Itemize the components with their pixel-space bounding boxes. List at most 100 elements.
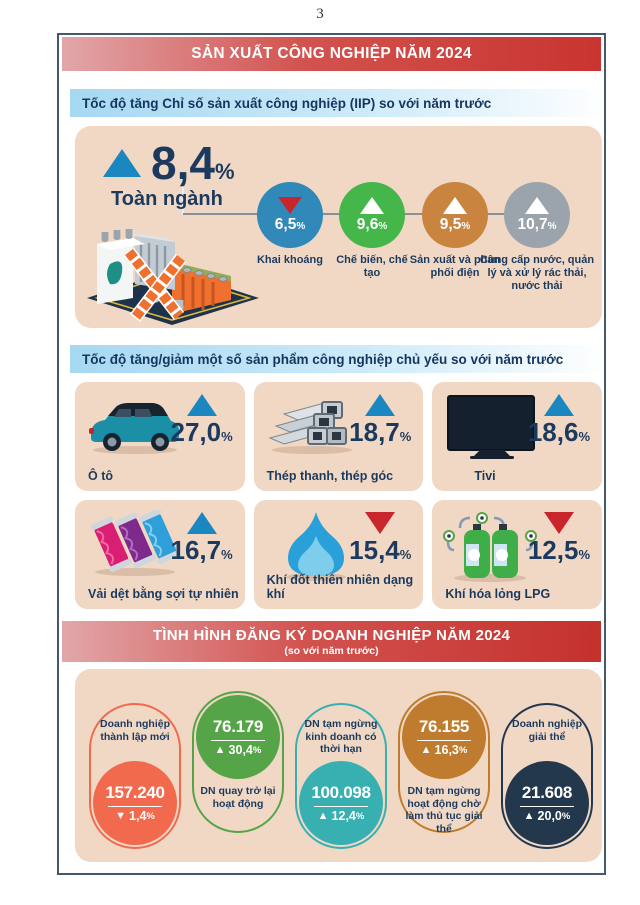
factory-antenna (182, 172, 184, 215)
product-value: 16,7 (170, 535, 222, 565)
product-value: 15,4 (349, 535, 400, 565)
flame-icon (285, 512, 346, 581)
up-arrow-icon (318, 811, 329, 822)
product-label: Tivi (474, 469, 496, 483)
pill-label: DN quay trở lại hoạt động (200, 785, 276, 810)
main-title: SẢN XUẤT CÔNG NGHIỆP NĂM 2024 (191, 45, 472, 62)
pill-change-value: 20,0 (537, 809, 562, 823)
pill-circle: 76.179 30,4% (196, 695, 280, 779)
page-number: 3 (316, 6, 324, 22)
product-value: 27,0 (170, 417, 222, 447)
product-value: 18,7 (349, 417, 400, 447)
up-triangle-icon (443, 196, 467, 214)
divider (314, 806, 368, 807)
business-subtitle: (so với năm trước) (284, 644, 379, 657)
product-card-thep: 18,7% Thép thanh, thép góc (253, 382, 424, 491)
percent-sign: % (214, 159, 235, 184)
pill-suspended-enterprises: DN tạm ngừng kinh doanh có thời hạn 100.… (295, 703, 387, 849)
pill-circle: 157.240 1,4% (93, 761, 177, 845)
up-arrow-icon (524, 811, 535, 822)
pill-value: 157.240 (105, 783, 165, 802)
pill-value: 76.155 (418, 717, 470, 736)
pill-value: 76.179 (212, 717, 264, 736)
sector-value: 9,6 (356, 215, 379, 233)
thread-spools-icon (90, 510, 180, 576)
product-card-oto: 27,0% Ô tô (75, 382, 245, 491)
product-label: Ô tô (88, 469, 113, 483)
product-label: Vải dệt bằng sợi tự nhiên (88, 587, 239, 601)
pill-returning-enterprises: 76.179 30,4% DN quay trở lại hoạt động (192, 691, 284, 833)
sector-circle-mining: 6,5% (257, 182, 323, 248)
car-icon (89, 403, 179, 454)
sector-circle-electricity: 9,5% (422, 182, 488, 248)
pill-value: 100.098 (311, 783, 371, 802)
pill-circle: 100.098 12,4% (299, 761, 383, 845)
product-value: 18,6 (527, 417, 579, 447)
product-value: 12,5 (527, 535, 579, 565)
page-frame: SẢN XUẤT CÔNG NGHIỆP NĂM 2024 Tốc độ tăn… (57, 33, 606, 875)
pill-change-value: 1,4 (129, 809, 147, 823)
product-label: Thép thanh, thép góc (266, 469, 394, 483)
pill-circle: 21.608 20,0% (505, 761, 589, 845)
pill-change-value: 30,4 (228, 743, 253, 757)
pill-label: DN tạm ngừng kinh doanh có thời hạn (304, 718, 378, 756)
pill-value: 21.608 (521, 783, 573, 802)
product-cards: 27,0% Ô tô (75, 382, 602, 609)
steel-icon (268, 401, 352, 454)
sector-label: Sản xuất và phân phối điện (409, 254, 501, 279)
pill-dissolved-enterprises: Doanh nghiệp giải thể 21.608 20,0% (501, 703, 593, 849)
iip-total-value: 8,4 (151, 137, 215, 189)
sector-value: 6,5 (274, 215, 297, 233)
up-triangle-icon (543, 394, 574, 416)
iip-total-label: Toàn ngành (111, 188, 223, 210)
product-label: Khí hóa lỏng LPG (445, 587, 551, 601)
product-card-lpg: 12,5% Khí hóa lỏng LPG (432, 500, 602, 609)
sector-label: Khai khoáng (256, 254, 323, 266)
up-triangle-icon (186, 512, 217, 534)
factory-icon (87, 229, 259, 325)
divider (417, 740, 471, 741)
product-label: Khí đốt thiên nhiên dạng khí (266, 573, 414, 601)
pill-label: DN tạm ngừng hoạt động chờ làm thủ tục g… (405, 785, 483, 835)
product-card-tivi: 18,6% Tivi (432, 382, 602, 491)
up-triangle-icon (525, 196, 549, 214)
divider (211, 740, 265, 741)
business-panel: Doanh nghiệp thành lập mới 157.240 1,4% … (75, 669, 602, 862)
product-card-vai-det: 16,7% Vải dệt bằng sợi tự nhiên (75, 500, 245, 609)
up-arrow-icon (421, 745, 432, 756)
sector-value: 9,5 (439, 215, 462, 233)
pill-change-value: 16,3 (434, 743, 459, 757)
up-arrow-icon (215, 745, 226, 756)
up-triangle-icon (360, 196, 384, 214)
gas-cylinders-icon (443, 512, 538, 582)
pill-new-enterprises: Doanh nghiệp thành lập mới 157.240 1,4% (89, 703, 181, 849)
pill-change-value: 12,4 (331, 809, 356, 823)
sector-value: 10,7 (517, 215, 548, 233)
down-arrow-icon (115, 811, 126, 822)
business-title-banner: TÌNH HÌNH ĐĂNG KÝ DOANH NGHIỆP NĂM 2024 … (62, 621, 601, 662)
product-card-khi-dot: 15,4% Khí đốt thiên nhiên dạng khí (253, 500, 424, 609)
down-triangle-icon (278, 196, 302, 214)
pill-awaiting-dissolution: 76.155 16,3% DN tạm ngừng hoạt động chờ … (398, 691, 490, 835)
sector-circle-manufacturing: 9,6% (339, 182, 405, 248)
iip-total: 8,4% Toàn ngành (103, 140, 235, 211)
pill-label: Doanh nghiệp giải thể (512, 718, 582, 743)
up-triangle-icon (103, 149, 141, 177)
pill-label: Doanh nghiệp thành lập mới (100, 718, 170, 743)
sector-label: Chế biến, chế tạo (336, 254, 408, 279)
divider (520, 806, 574, 807)
up-triangle-icon (186, 394, 217, 416)
up-triangle-icon (365, 394, 396, 416)
down-triangle-icon (543, 512, 574, 534)
iip-panel: 8,4% Toàn ngành (75, 126, 602, 328)
main-title-banner: SẢN XUẤT CÔNG NGHIỆP NĂM 2024 (62, 37, 601, 71)
iip-section-header: Tốc độ tăng Chỉ số sản xuất công nghiệp … (70, 89, 600, 117)
sector-label: Cung cấp nước, quản lý và xử lý rác thải… (479, 254, 595, 292)
divider (108, 806, 162, 807)
sector-circle-water-waste: 10,7% (504, 182, 570, 248)
pill-circle: 76.155 16,3% (402, 695, 486, 779)
products-section-header: Tốc độ tăng/giảm một số sản phẩm công ng… (70, 345, 600, 373)
iip-section-heading: Tốc độ tăng Chỉ số sản xuất công nghiệp … (82, 95, 492, 111)
down-triangle-icon (365, 512, 396, 534)
